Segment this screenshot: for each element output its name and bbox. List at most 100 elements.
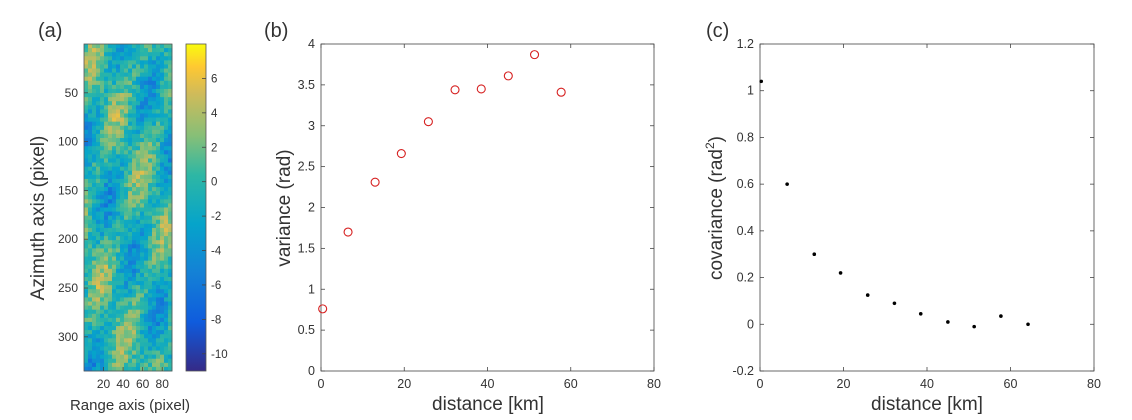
heatmap-cell xyxy=(164,248,169,253)
heatmap-cell xyxy=(96,44,101,49)
heatmap-cell xyxy=(88,219,93,225)
heatmap-cell xyxy=(160,146,165,151)
heatmap-cell xyxy=(160,84,165,90)
heatmap-cell xyxy=(156,113,161,118)
heatmap-cell xyxy=(148,150,153,155)
heatmap-cell xyxy=(96,56,101,61)
heatmap-cell xyxy=(108,350,113,356)
heatmap-cell xyxy=(144,109,149,114)
heatmap-cell xyxy=(140,52,145,57)
heatmap-cell xyxy=(84,354,89,360)
heatmap-cell xyxy=(96,223,101,229)
heatmap-cell xyxy=(132,260,137,266)
heatmap-cell xyxy=(104,76,109,82)
heatmap-cell xyxy=(104,330,109,335)
heatmap-cell xyxy=(120,154,125,159)
heatmap-cell xyxy=(140,117,145,123)
heatmap-cell xyxy=(128,93,133,98)
heatmap-cell xyxy=(84,113,89,118)
heatmap-cell xyxy=(156,346,161,351)
heatmap-cell xyxy=(156,309,161,315)
heatmap-cell xyxy=(160,162,165,168)
heatmap-cell xyxy=(152,68,157,74)
heatmap-cell xyxy=(84,125,89,131)
heatmap-cell xyxy=(92,256,97,262)
heatmap-cell xyxy=(112,313,117,319)
heatmap-cell xyxy=(168,178,173,184)
heatmap-cell xyxy=(92,285,97,290)
heatmap-cell xyxy=(112,366,117,372)
heatmap-cell xyxy=(168,88,173,94)
heatmap-cell xyxy=(148,326,153,331)
heatmap-cell xyxy=(116,117,121,123)
heatmap-cell xyxy=(136,113,141,118)
heatmap-cell xyxy=(156,301,161,306)
heatmap-cell xyxy=(136,293,141,298)
heatmap-cell xyxy=(84,60,89,65)
heatmap-cell xyxy=(124,252,129,257)
heatmap-cell xyxy=(112,166,117,172)
heatmap-cell xyxy=(132,101,137,106)
heatmap-cell xyxy=(92,80,97,86)
heatmap-cell xyxy=(104,244,109,249)
heatmap-cell xyxy=(120,236,125,241)
heatmap-cell xyxy=(156,178,161,184)
panel-b-ytick-label: 1.5 xyxy=(298,241,315,255)
heatmap-cell xyxy=(116,187,121,192)
heatmap-cell xyxy=(156,207,161,212)
heatmap-cell xyxy=(104,268,109,274)
heatmap-cell xyxy=(168,158,173,163)
heatmap-cell xyxy=(108,162,113,168)
heatmap-cell xyxy=(136,227,141,233)
heatmap-cell xyxy=(84,191,89,196)
heatmap-cell xyxy=(132,60,137,65)
heatmap-cell xyxy=(148,142,153,147)
panel-c-axes xyxy=(759,43,1095,372)
heatmap-cell xyxy=(120,207,125,212)
heatmap-cell xyxy=(140,354,145,360)
heatmap-cell xyxy=(140,88,145,94)
heatmap-cell xyxy=(124,88,129,94)
heatmap-cell xyxy=(136,64,141,69)
heatmap-cell xyxy=(120,321,125,327)
heatmap-cell xyxy=(116,268,121,274)
heatmap-cell xyxy=(160,44,165,49)
heatmap-cell xyxy=(100,117,105,123)
heatmap-cell xyxy=(100,260,105,266)
panel-c-data-point xyxy=(785,182,789,186)
heatmap-cell xyxy=(140,182,145,188)
heatmap-cell xyxy=(168,342,173,347)
panel-b-ytick-label: 0.5 xyxy=(298,323,315,337)
heatmap-cell xyxy=(152,215,157,221)
heatmap-cell xyxy=(116,232,121,237)
heatmap-cell xyxy=(88,199,93,204)
heatmap-cell xyxy=(100,346,105,351)
heatmap-cell xyxy=(100,297,105,302)
heatmap-cell xyxy=(132,293,137,298)
panel-c-ylabel-end: ) xyxy=(706,136,727,142)
heatmap-cell xyxy=(152,248,157,253)
heatmap-cell xyxy=(168,97,173,102)
heatmap-cell xyxy=(164,117,169,123)
heatmap-cell xyxy=(96,146,101,151)
heatmap-cell xyxy=(140,326,145,331)
heatmap-cell xyxy=(112,129,117,135)
heatmap-cell xyxy=(156,244,161,249)
heatmap-cell xyxy=(96,313,101,319)
heatmap-cell xyxy=(128,170,133,176)
heatmap-cell xyxy=(100,125,105,131)
heatmap-cell xyxy=(128,117,133,123)
heatmap-cell xyxy=(124,338,129,343)
heatmap-cell xyxy=(128,276,133,282)
heatmap-cell xyxy=(104,84,109,90)
heatmap-cell xyxy=(104,334,109,339)
heatmap-cell xyxy=(164,317,169,323)
heatmap-cell xyxy=(152,191,157,196)
heatmap-cell xyxy=(120,138,125,143)
heatmap-cell xyxy=(124,236,129,241)
heatmap-cell xyxy=(140,321,145,327)
heatmap-cell xyxy=(132,285,137,290)
heatmap-cell xyxy=(124,281,129,286)
panel-c-data-point xyxy=(865,293,870,297)
heatmap-cell xyxy=(168,64,173,69)
